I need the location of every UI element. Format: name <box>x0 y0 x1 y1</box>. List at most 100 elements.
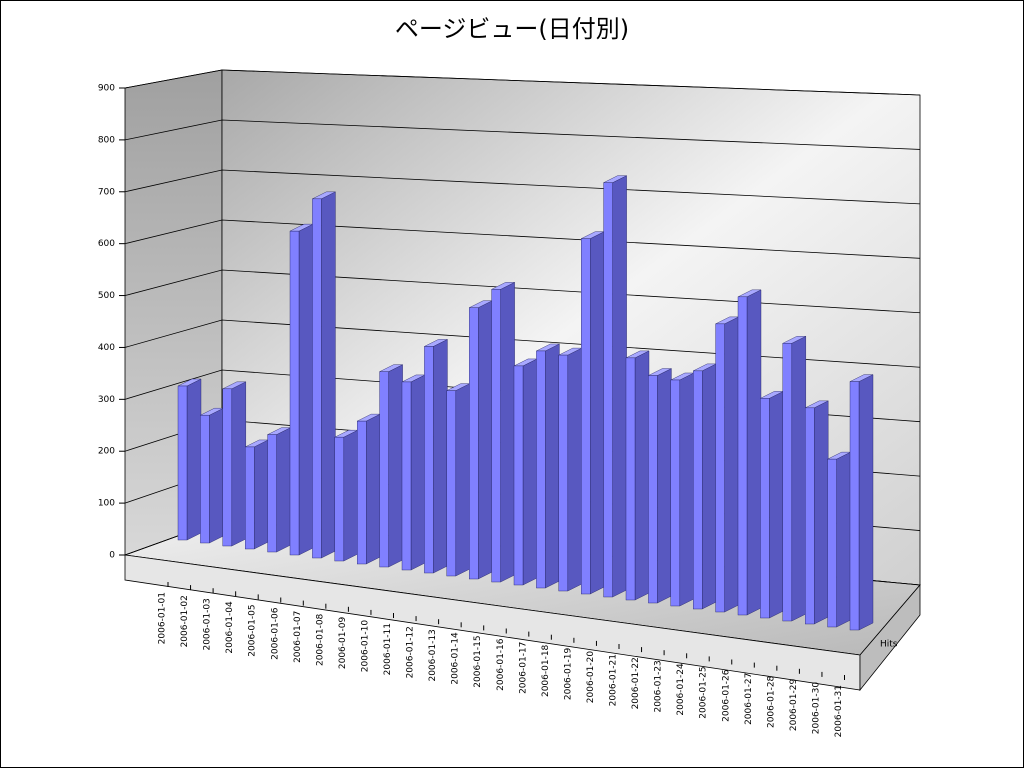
bar-side <box>858 374 874 631</box>
bar-side <box>836 451 851 628</box>
bar <box>648 375 658 604</box>
bar <box>849 381 860 631</box>
bar <box>603 182 613 598</box>
bar-side <box>186 378 202 541</box>
y-tick-label: 0 <box>109 551 115 561</box>
bar-side <box>769 391 784 619</box>
bar <box>827 458 837 628</box>
x-tick-label: 2006-01-02 <box>180 595 190 647</box>
x-tick-label: 2006-01-18 <box>541 644 551 697</box>
bar <box>446 390 456 577</box>
x-tick-label: 2006-01-31 <box>834 685 844 737</box>
x-tick-label: 2006-01-15 <box>473 635 483 687</box>
bar <box>715 323 725 613</box>
bar-side <box>231 381 247 547</box>
bar-side <box>634 350 650 601</box>
y-tick-label: 400 <box>98 343 115 353</box>
bar-side <box>433 339 448 574</box>
bar <box>513 365 524 586</box>
bar-side <box>746 289 762 616</box>
y-tick-label: 900 <box>98 84 115 94</box>
bar <box>334 436 344 562</box>
bar-side <box>702 363 717 610</box>
bar <box>222 388 233 547</box>
x-tick-label: 2006-01-08 <box>315 613 325 666</box>
bar <box>782 343 792 622</box>
grid-line <box>124 169 921 205</box>
x-tick-label: 2006-01-27 <box>744 673 754 725</box>
x-tick-label: 2006-01-10 <box>360 620 370 673</box>
x-tick-label: 2006-01-07 <box>293 611 303 663</box>
chart-title: ページビュー(日付別) <box>395 15 629 43</box>
grid-line <box>124 219 921 259</box>
bar-side <box>612 175 627 598</box>
y-tick-label: 200 <box>98 447 115 457</box>
bar <box>244 446 255 550</box>
bar <box>312 198 322 559</box>
x-tick-label: 2006-01-14 <box>451 632 461 685</box>
bar-side <box>321 191 336 559</box>
bar-side <box>410 374 426 571</box>
x-tick-label: 2006-01-25 <box>699 666 709 718</box>
bar <box>558 354 568 592</box>
grid-line <box>124 69 921 96</box>
bar-side <box>724 316 739 613</box>
bar-side <box>209 407 224 544</box>
x-tick-label: 2006-01-17 <box>518 642 528 694</box>
x-tick-label: 2006-01-01 <box>158 592 168 644</box>
bar <box>760 398 770 619</box>
bar <box>491 289 501 583</box>
bar <box>357 420 367 565</box>
x-tick-label: 2006-01-21 <box>609 654 619 706</box>
x-tick-label: 2006-01-12 <box>406 626 416 678</box>
bar-side <box>478 300 493 580</box>
bar-side <box>545 343 560 589</box>
bar <box>805 407 815 625</box>
x-tick-label: 2006-01-29 <box>789 679 799 732</box>
bar-side <box>455 383 470 577</box>
floor-side <box>859 583 921 692</box>
bar-side <box>298 223 314 556</box>
x-tick-label: 2006-01-11 <box>383 623 393 675</box>
x-tick-label: 2006-01-16 <box>496 638 506 691</box>
bar <box>469 307 479 580</box>
bar-side <box>500 282 515 583</box>
x-tick-label: 2006-01-19 <box>563 648 573 701</box>
y-tick-label: 300 <box>98 395 115 405</box>
bar <box>177 385 188 541</box>
legend-label: Hits <box>880 640 898 650</box>
bar-side <box>814 400 829 625</box>
bar-side <box>522 358 538 586</box>
grid-line <box>124 319 921 368</box>
y-tick-label: 700 <box>98 187 115 197</box>
x-tick-label: 2006-01-05 <box>248 604 258 656</box>
bar <box>536 350 546 589</box>
x-tick-label: 2006-01-06 <box>270 607 280 660</box>
x-tick-label: 2006-01-28 <box>766 675 776 728</box>
bar <box>289 230 300 556</box>
bar <box>379 371 389 568</box>
bar <box>625 357 636 601</box>
x-tick-label: 2006-01-09 <box>338 617 348 670</box>
bar-side <box>388 364 403 568</box>
y-tick-label: 100 <box>98 499 115 509</box>
grid-line <box>124 119 921 150</box>
bar-side <box>657 368 672 604</box>
bar <box>267 434 277 553</box>
bar-side <box>276 427 291 553</box>
bar-side <box>567 347 582 592</box>
bar <box>670 379 680 607</box>
x-tick-label: 2006-01-26 <box>721 669 731 722</box>
x-tick-label: 2006-01-03 <box>203 598 213 650</box>
x-tick-label: 2006-01-04 <box>225 601 235 654</box>
bar <box>737 296 748 616</box>
bar-side <box>590 231 605 595</box>
x-tick-label: 2006-01-22 <box>631 657 641 709</box>
x-tick-label: 2006-01-20 <box>586 651 596 704</box>
y-tick-label: 800 <box>98 135 115 145</box>
bar-side <box>679 372 694 607</box>
x-tick-label: 2006-01-23 <box>654 660 664 712</box>
x-tick-label: 2006-01-30 <box>811 682 821 735</box>
bar <box>693 370 703 610</box>
